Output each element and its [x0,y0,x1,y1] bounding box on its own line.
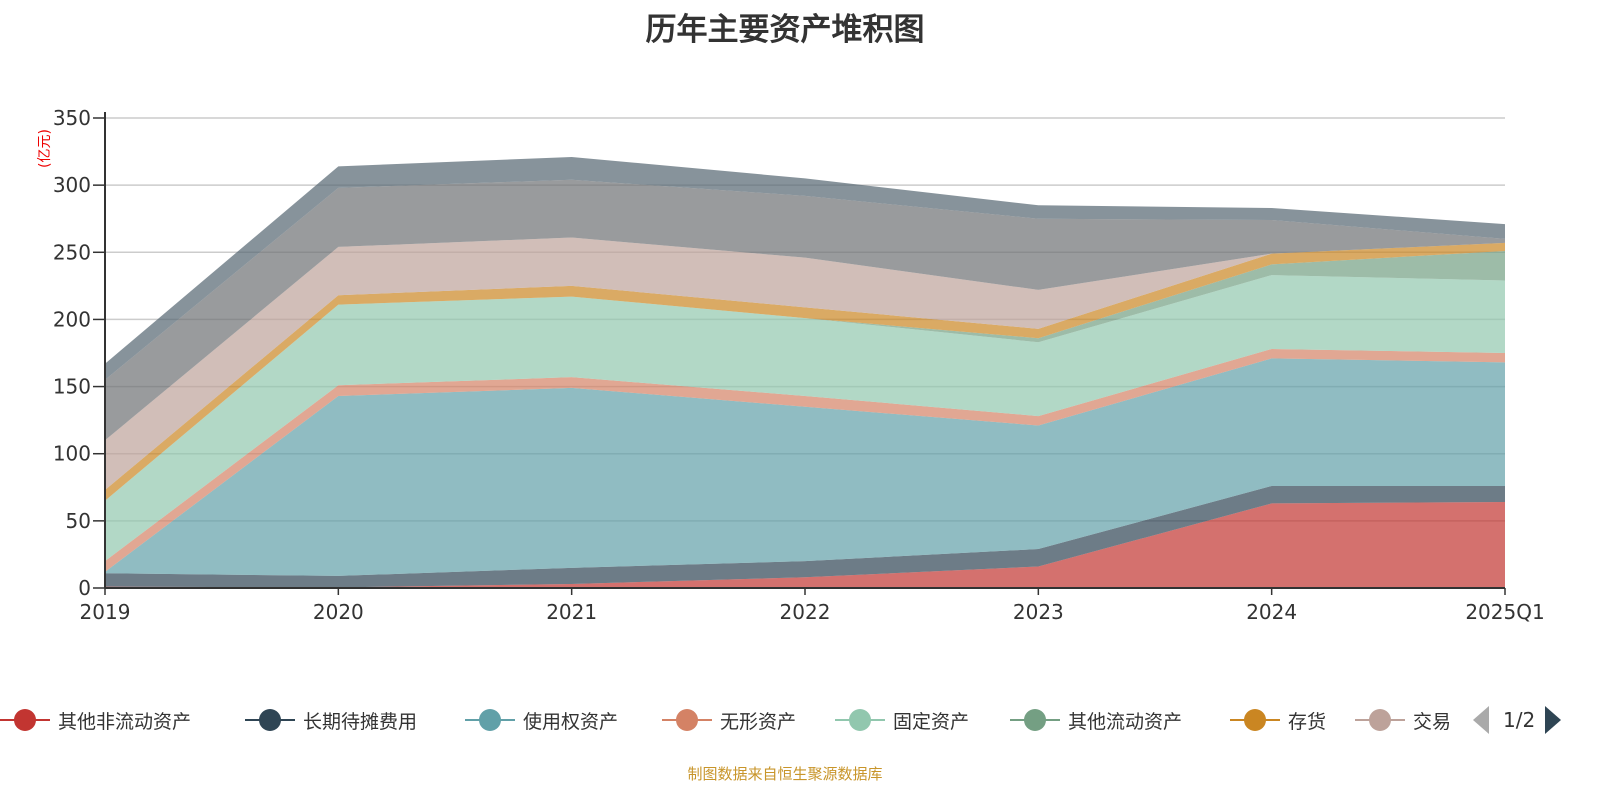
area-series-8 [105,237,1505,490]
legend-item[interactable]: 使用权资产 [465,703,618,737]
legend-marker-icon [465,708,515,732]
legend-label: 其他流动资产 [1068,710,1183,733]
area-series-5 [105,275,1505,562]
area-series-9 [105,179,1505,441]
area-series-1 [105,502,1505,588]
legend-item[interactable]: 存货 [1230,703,1326,737]
legend-item[interactable]: 无形资产 [662,703,796,737]
legend-label: 长期待摊费用 [303,710,418,733]
legend-marker-icon [1355,708,1405,732]
legend-label: 无形资产 [720,710,797,733]
y-tick-label: 100 [53,442,91,466]
y-tick-label: 0 [78,576,91,600]
legend-page-indicator: 1/2 [1503,708,1536,732]
legend-label: 存货 [1288,710,1327,733]
x-tick-label: 2022 [780,600,831,624]
legend-marker-icon [1010,708,1060,732]
legend-item[interactable]: 交易 [1355,703,1451,737]
legend-next-page-icon[interactable] [1545,706,1562,734]
y-tick-label: 300 [53,173,91,197]
x-tick-label: 2024 [1246,600,1297,624]
y-tick-label: 250 [53,240,91,264]
legend-item[interactable]: 固定资产 [835,703,969,737]
x-tick-label: 2023 [1013,600,1064,624]
chart-title: 历年主要资产堆积图 [645,12,925,48]
y-tick-label: 150 [53,375,91,399]
data-source-note: 制图数据来自恒生聚源数据库 [687,765,883,783]
y-tick-label: 50 [66,509,91,533]
legend-label: 其他非流动资产 [58,710,192,733]
legend: 其他非流动资产 长期待摊费用 使用权资产 无形资产 固定资产 其他流动资产 存货 交易 [0,703,1460,737]
x-tick-label: 2025Q1 [1465,600,1544,624]
legend-item[interactable]: 长期待摊费用 [245,703,417,737]
area-series-6 [105,250,1505,501]
legend-item[interactable]: 其他非流动资产 [0,703,191,737]
y-tick-label: 350 [53,106,91,130]
legend-label: 交易 [1413,710,1452,733]
legend-prev-page-icon[interactable] [1473,706,1489,734]
legend-marker-icon [0,708,50,732]
y-tick-label: 200 [53,307,91,331]
area-series-10 [105,156,1505,380]
legend-pager: 1/2 [1470,703,1562,737]
stacked-area-chart: 0 50 100 150 200 250 300 350 2019 2020 2021 2022 202… [53,106,1545,624]
x-tick-label: 2020 [313,600,364,624]
area-series-2 [105,485,1505,588]
legend-label: 固定资产 [893,710,970,733]
legend-marker-icon [245,708,295,732]
legend-marker-icon [835,708,885,732]
x-tick-label: 2019 [80,600,131,624]
legend-item[interactable]: 其他流动资产 [1010,703,1182,737]
legend-marker-icon [1230,708,1280,732]
x-tick-label: 2021 [546,600,597,624]
legend-marker-icon [662,708,712,732]
area-series-3 [105,358,1505,576]
legend-label: 使用权资产 [523,710,619,733]
